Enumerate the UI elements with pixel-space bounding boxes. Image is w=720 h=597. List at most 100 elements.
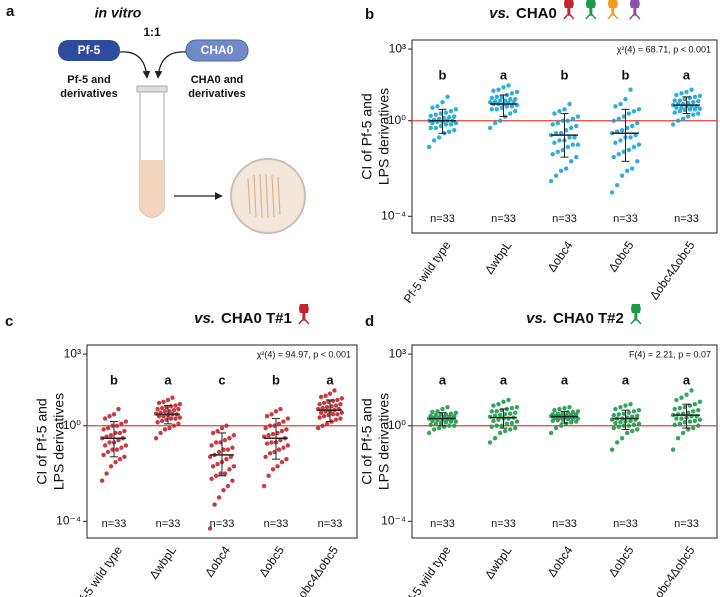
data-point (670, 447, 676, 452)
data-point (278, 406, 283, 412)
data-point (489, 95, 494, 101)
data-point (555, 149, 560, 155)
data-point (433, 412, 438, 418)
data-point (621, 411, 627, 416)
data-point (207, 454, 213, 460)
y-tick-label: 10⁰ (63, 418, 81, 432)
panel-letter: d (365, 313, 374, 330)
data-point (631, 144, 637, 150)
data-point (619, 173, 625, 178)
data-point (502, 412, 508, 417)
data-point (107, 414, 112, 419)
data-point (324, 404, 330, 410)
data-point (501, 399, 506, 405)
data-point (569, 159, 574, 164)
data-point (221, 488, 226, 493)
group-letter: a (683, 372, 691, 387)
data-point (636, 142, 642, 147)
y-axis-label: CI of Pf-5 and (359, 398, 375, 484)
data-point (171, 407, 177, 413)
data-point (491, 403, 496, 408)
data-point (323, 393, 328, 398)
data-point (618, 138, 623, 143)
y-tick-label: 10⁻⁴ (381, 513, 406, 527)
x-tick-label: Pf-5 wild type (401, 238, 454, 305)
group-letter: a (500, 67, 508, 82)
data-point (269, 440, 274, 445)
data-point (555, 411, 560, 416)
data-point (209, 443, 214, 448)
data-point (672, 422, 677, 427)
n-label: n=33 (613, 518, 638, 530)
data-point (565, 144, 571, 150)
data-point (628, 135, 633, 140)
data-point (570, 409, 576, 415)
phage-icon (589, 8, 593, 15)
data-point (426, 144, 432, 150)
left-strain: Pf-5 (78, 43, 101, 57)
data-point (624, 430, 630, 436)
data-point (574, 154, 579, 160)
right-caption: CHA0 and (191, 74, 244, 86)
data-point (123, 443, 129, 448)
data-point (332, 388, 337, 393)
data-point (430, 409, 435, 415)
data-point (502, 428, 508, 434)
data-point (170, 395, 175, 400)
data-point (315, 425, 321, 431)
data-point (557, 138, 562, 143)
data-point (452, 114, 457, 119)
data-point (670, 122, 676, 127)
plot-frame (86, 344, 358, 539)
data-point (504, 104, 510, 109)
data-point (574, 123, 579, 129)
data-point (168, 404, 174, 409)
data-point (508, 427, 513, 432)
data-point (691, 112, 696, 117)
data-point (320, 423, 325, 428)
data-point (278, 437, 283, 443)
data-point (560, 118, 566, 123)
data-point (441, 115, 447, 121)
data-point (284, 427, 289, 432)
data-point (514, 89, 520, 95)
y-tick-label: 10⁰ (388, 113, 406, 127)
data-point (452, 414, 457, 419)
data-point (263, 454, 268, 460)
y-tick-label: 10⁰ (388, 418, 406, 432)
data-point (116, 437, 121, 443)
data-point (230, 445, 235, 450)
data-point (225, 447, 231, 452)
group-letter: a (326, 372, 334, 387)
data-point (494, 423, 499, 428)
data-point (623, 96, 628, 102)
data-point (672, 98, 677, 103)
data-point (448, 122, 454, 127)
data-point (621, 149, 627, 155)
data-point (619, 128, 625, 133)
x-tick-label: Δobc5 (256, 543, 287, 579)
streaks (247, 173, 281, 219)
data-point (636, 421, 642, 427)
data-point (692, 94, 698, 100)
data-point (222, 437, 228, 443)
data-point (677, 98, 682, 103)
phage-icon (607, 0, 618, 8)
data-point (101, 427, 106, 432)
data-point (335, 397, 340, 403)
data-point (161, 399, 166, 405)
data-point (504, 421, 510, 427)
phage-icon (634, 313, 638, 320)
data-point (433, 421, 438, 427)
data-point (636, 407, 642, 413)
data-point (281, 419, 286, 424)
data-point (679, 91, 684, 96)
data-point (494, 409, 499, 414)
data-point (108, 464, 114, 469)
data-point (624, 125, 630, 131)
data-point (173, 416, 178, 421)
data-point (550, 151, 555, 157)
data-point (696, 111, 701, 116)
data-point (558, 168, 564, 174)
data-point (330, 412, 336, 417)
